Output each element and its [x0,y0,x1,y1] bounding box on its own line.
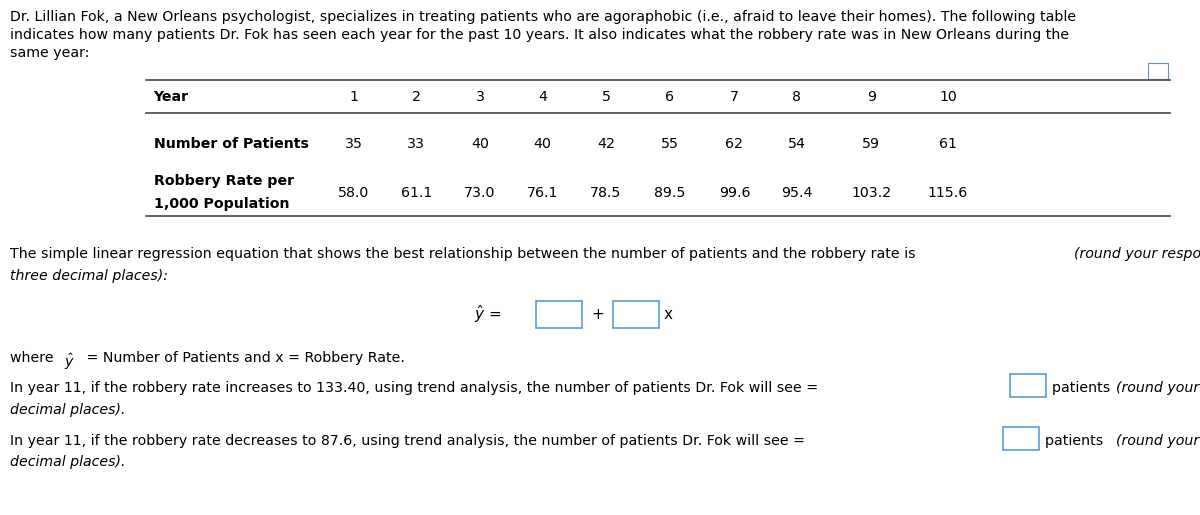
Text: patients: patients [1045,434,1108,448]
Text: 54: 54 [788,137,806,151]
Text: 99.6: 99.6 [719,186,750,200]
Text: 4: 4 [538,90,547,104]
Text: Number of Patients: Number of Patients [154,137,308,151]
Text: (round your response to two: (round your response to two [1116,381,1200,395]
Text: 5: 5 [601,90,611,104]
Text: (round your response to two: (round your response to two [1116,434,1200,448]
Text: 103.2: 103.2 [851,186,892,200]
Text: Dr. Lillian Fok, a New Orleans psychologist, specializes in treating patients wh: Dr. Lillian Fok, a New Orleans psycholog… [10,10,1075,24]
Text: 115.6: 115.6 [928,186,968,200]
Text: where: where [10,351,58,365]
Text: 2: 2 [412,90,421,104]
Text: 76.1: 76.1 [527,186,558,200]
Text: Year: Year [154,90,188,104]
Text: indicates how many patients Dr. Fok has seen each year for the past 10 years. It: indicates how many patients Dr. Fok has … [10,28,1069,42]
Text: 8: 8 [792,90,802,104]
Text: (round your responses to: (round your responses to [1074,247,1200,261]
Text: 61: 61 [940,137,956,151]
Text: +: + [592,306,605,322]
Text: In year 11, if the robbery rate decreases to 87.6, using trend analysis, the num: In year 11, if the robbery rate decrease… [10,434,805,448]
Text: $\hat{y}$: $\hat{y}$ [64,351,74,371]
Text: 59: 59 [862,137,881,151]
Text: 33: 33 [408,137,425,151]
Text: 73.0: 73.0 [464,186,496,200]
Text: 58.0: 58.0 [338,186,370,200]
Text: 95.4: 95.4 [781,186,812,200]
Text: 10: 10 [940,90,956,104]
Text: = Number of Patients and x = Robbery Rate.: = Number of Patients and x = Robbery Rat… [82,351,404,365]
Text: 3: 3 [475,90,485,104]
Text: 89.5: 89.5 [654,186,685,200]
Text: In year 11, if the robbery rate increases to 133.40, using trend analysis, the n: In year 11, if the robbery rate increase… [10,381,817,395]
Text: The simple linear regression equation that shows the best relationship between t: The simple linear regression equation th… [10,247,919,261]
Text: 40: 40 [534,137,551,151]
Text: 9: 9 [866,90,876,104]
Text: 42: 42 [598,137,614,151]
Text: 1,000 Population: 1,000 Population [154,197,289,212]
Text: Robbery Rate per: Robbery Rate per [154,174,294,188]
Text: 35: 35 [346,137,364,151]
Text: 7: 7 [730,90,739,104]
Text: 40: 40 [472,137,488,151]
Text: x: x [664,306,673,322]
Text: 61.1: 61.1 [401,186,432,200]
Text: patients: patients [1052,381,1115,395]
Text: 6: 6 [665,90,674,104]
Text: 55: 55 [661,137,679,151]
Text: 62: 62 [726,137,743,151]
Text: decimal places).: decimal places). [10,403,125,417]
Text: $\hat{y}$ =: $\hat{y}$ = [474,303,502,325]
Text: three decimal places):: three decimal places): [10,269,168,283]
Text: 78.5: 78.5 [590,186,622,200]
Text: decimal places).: decimal places). [10,455,125,469]
Text: same year:: same year: [10,46,89,60]
Text: 1: 1 [349,90,359,104]
